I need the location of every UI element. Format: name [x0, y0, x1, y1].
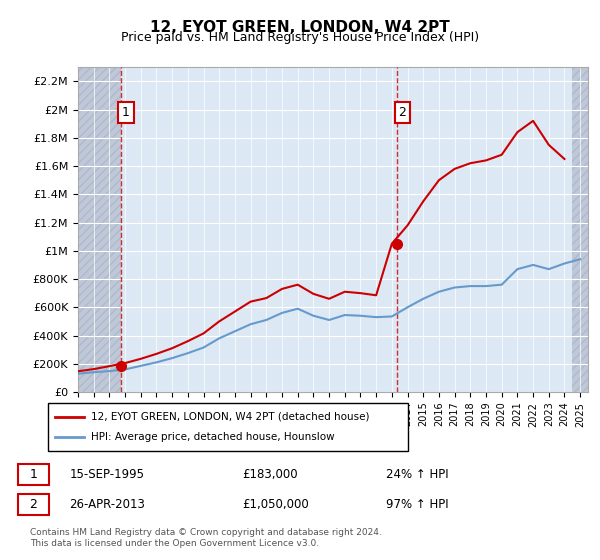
FancyBboxPatch shape: [48, 403, 408, 451]
Bar: [572, 67, 588, 392]
Text: 97% ↑ HPI: 97% ↑ HPI: [386, 498, 449, 511]
FancyBboxPatch shape: [18, 464, 49, 485]
Text: 12, EYOT GREEN, LONDON, W4 2PT (detached house): 12, EYOT GREEN, LONDON, W4 2PT (detached…: [91, 412, 370, 422]
Text: 15-SEP-1995: 15-SEP-1995: [70, 468, 145, 481]
Text: 12, EYOT GREEN, LONDON, W4 2PT: 12, EYOT GREEN, LONDON, W4 2PT: [150, 20, 450, 35]
Text: 1: 1: [29, 468, 37, 481]
Text: £1,050,000: £1,050,000: [242, 498, 309, 511]
Text: 26-APR-2013: 26-APR-2013: [70, 498, 145, 511]
FancyBboxPatch shape: [18, 494, 49, 515]
Text: Contains HM Land Registry data © Crown copyright and database right 2024.
This d: Contains HM Land Registry data © Crown c…: [30, 528, 382, 548]
Text: 2: 2: [29, 498, 37, 511]
Text: Price paid vs. HM Land Registry's House Price Index (HPI): Price paid vs. HM Land Registry's House …: [121, 31, 479, 44]
Text: £183,000: £183,000: [242, 468, 298, 481]
Text: HPI: Average price, detached house, Hounslow: HPI: Average price, detached house, Houn…: [91, 432, 335, 442]
Text: 24% ↑ HPI: 24% ↑ HPI: [386, 468, 449, 481]
Bar: [78, 67, 121, 392]
Text: 2: 2: [398, 106, 406, 119]
Text: 1: 1: [122, 106, 130, 119]
